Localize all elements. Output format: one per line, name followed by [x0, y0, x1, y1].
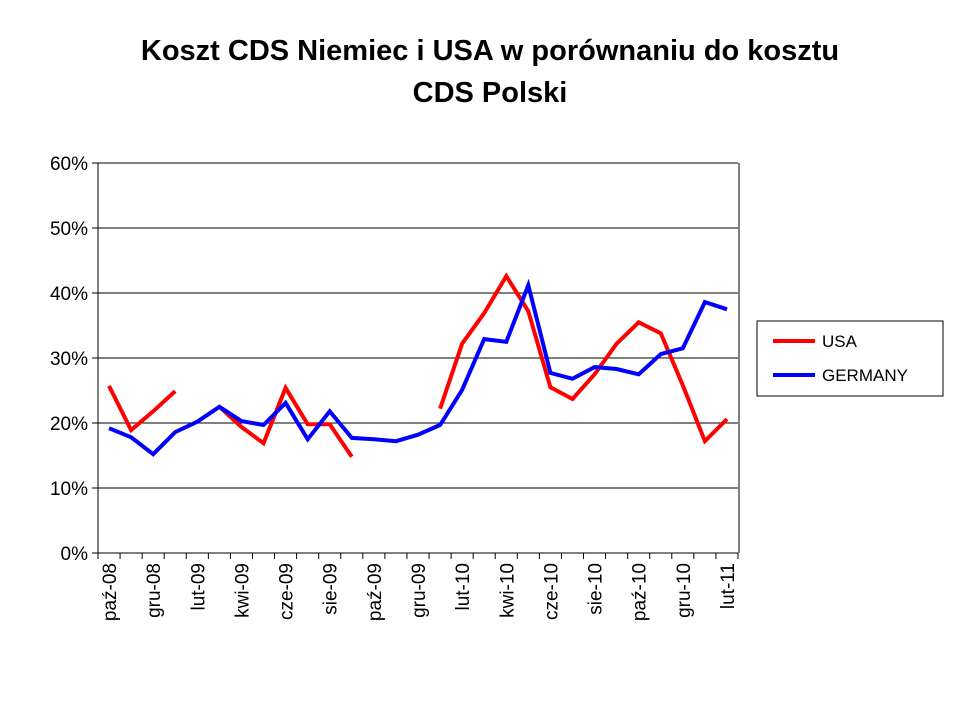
chart-title-line1: Koszt CDS Niemiec i USA w porównaniu do … — [140, 35, 840, 67]
y-tick-label: 60% — [50, 154, 88, 175]
series-line-germany — [108, 278, 728, 457]
y-tick-label: 20% — [50, 414, 88, 435]
y-axis-ticks: 0% 10% 20% 30% 40% 50% 60% — [50, 154, 98, 565]
x-tick-label: paź-09 — [365, 563, 386, 621]
y-tick-label: 50% — [50, 219, 88, 240]
legend-box — [756, 320, 944, 397]
x-tick-label: sie-09 — [321, 563, 342, 615]
y-tick-label: 30% — [50, 349, 88, 370]
gridlines — [98, 162, 738, 489]
x-tick-label: cze-10 — [541, 563, 562, 620]
x-tick-label: paź-08 — [100, 563, 121, 621]
y-tick-label: 40% — [50, 284, 88, 305]
x-tick-label: lut-09 — [188, 563, 209, 611]
axes — [97, 163, 740, 554]
x-tick-label: gru-10 — [674, 563, 695, 618]
x-tick-label: lut-11 — [718, 563, 739, 609]
x-tick-label: gru-08 — [144, 563, 165, 618]
y-tick-label: 0% — [61, 544, 89, 565]
x-axis-ticks: paź-08 gru-08 lut-09 kwi-09 cze-09 sie-09 paź-… — [97, 553, 739, 621]
chart-title: Koszt CDS Niemiec i USA w porównaniu do … — [0, 30, 960, 114]
x-tick-label: gru-09 — [409, 563, 430, 618]
x-tick-label: cze-09 — [277, 563, 298, 620]
legend-label-usa: USA — [822, 332, 858, 351]
x-tick-label: lut-10 — [453, 563, 474, 611]
y-tick-label: 10% — [50, 479, 88, 500]
chart-title-line2: CDS Polski — [412, 77, 568, 109]
x-tick-label: sie-10 — [586, 563, 607, 615]
x-tick-label: kwi-09 — [232, 563, 253, 618]
legend-label-germany: GERMANY — [822, 366, 908, 385]
series-lines — [107, 272, 729, 458]
series-line-usa — [107, 272, 729, 458]
legend: USA GERMANY — [756, 320, 944, 397]
x-tick-label: paź-10 — [630, 563, 651, 621]
x-tick-label: kwi-10 — [497, 563, 518, 618]
